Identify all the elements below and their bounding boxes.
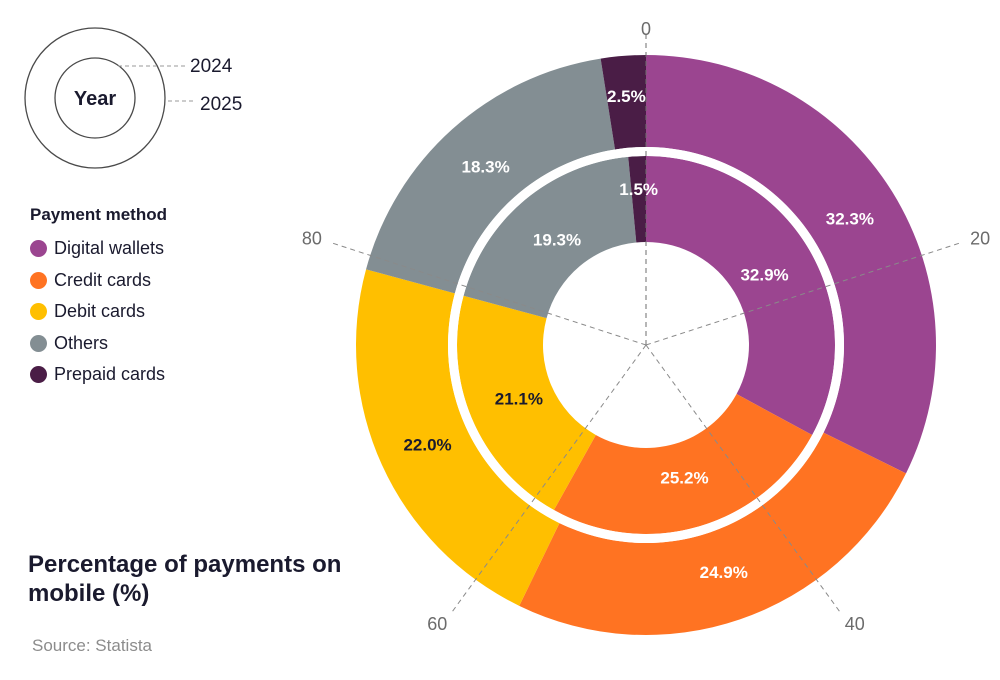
slice-outer-others (366, 58, 616, 294)
legend-item-credit-cards: Credit cards (30, 265, 167, 297)
year-key-outer-label: 2024 (190, 56, 233, 77)
slice-label-outer-others: 18.3% (461, 157, 509, 176)
slice-inner-credit-cards (553, 394, 813, 534)
slice-inner-debit-cards (457, 295, 596, 511)
outer-ring-slices (356, 55, 936, 635)
slice-label-inner-prepaid-cards: 1.5% (619, 180, 658, 199)
year-key: Year 2024 2025 (24, 27, 242, 169)
slice-label-outer-digital-wallets: 32.3% (826, 209, 874, 228)
axis-line-60 (451, 344, 647, 613)
inner-ring-slices (447, 147, 844, 544)
axis-tick-label-0: 0 (641, 19, 651, 39)
slice-label-inner-credit-cards: 25.2% (660, 469, 708, 488)
legend-swatch-others (30, 334, 47, 352)
legend-item-others: Others (30, 328, 167, 360)
slice-label-inner-others: 19.3% (533, 231, 581, 250)
slice-label-outer-prepaid-cards: 2.5% (607, 87, 646, 106)
year-key-inner-ring (54, 57, 136, 139)
legend-label-debit-cards: Debit cards (54, 301, 146, 322)
axis-tick-label-20: 20 (970, 228, 990, 248)
legend-item-debit-cards: Debit cards (30, 296, 167, 328)
slice-label-outer-debit-cards: 22.0% (403, 435, 451, 454)
chart-title: Percentage of payments on mobile (%) (28, 551, 342, 607)
legend-swatch-debit-cards (30, 303, 47, 321)
slice-inner-prepaid-cards (628, 156, 646, 243)
slice-label-inner-debit-cards: 21.1% (495, 390, 543, 409)
axis-line-20 (645, 242, 961, 346)
slice-label-inner-digital-wallets: 32.9% (740, 265, 788, 284)
year-key-center-label: Year (74, 88, 116, 110)
axis-tick-label-80: 80 (302, 228, 322, 248)
axis-tick-label-60: 60 (427, 614, 447, 634)
legend-items: Digital wallets Credit cards Debit cards Ot… (30, 233, 167, 391)
slice-inner-digital-wallets (646, 156, 835, 436)
axis-tick-label-40: 40 (845, 614, 865, 634)
legend-title: Payment method (30, 205, 167, 224)
year-key-outer-ring (24, 27, 166, 169)
slice-inner-others (463, 156, 637, 319)
legend-label-others: Others (54, 332, 109, 353)
slice-outer-credit-cards (519, 432, 907, 635)
slice-outer-debit-cards (356, 269, 560, 606)
axis-line-40 (645, 344, 841, 613)
slice-labels: 32.3% 24.9% 22.0% 18.3% 2.5% 32.9% 25.2% 21.1% 1… (403, 87, 873, 582)
source-note: Source: Statista (32, 636, 153, 655)
legend-swatch-prepaid-cards (30, 366, 47, 384)
legend-item-prepaid-cards: Prepaid cards (30, 359, 167, 391)
legend: Payment method Digital wallets Credit car… (30, 205, 167, 391)
legend-label-credit-cards: Credit cards (54, 269, 152, 290)
legend-swatch-digital-wallets (30, 240, 47, 258)
axis-line-80 (331, 242, 647, 346)
slice-label-outer-credit-cards: 24.9% (700, 563, 748, 582)
slice-outer-digital-wallets (646, 55, 936, 474)
legend-swatch-credit-cards (30, 271, 47, 289)
slice-outer-prepaid-cards (600, 55, 646, 150)
legend-item-digital-wallets: Digital wallets (30, 233, 167, 265)
legend-label-prepaid-cards: Prepaid cards (54, 364, 166, 385)
legend-label-digital-wallets: Digital wallets (54, 238, 165, 259)
radial-axes: 0 20 40 60 80 (302, 19, 990, 634)
year-key-inner-label: 2025 (200, 94, 242, 115)
